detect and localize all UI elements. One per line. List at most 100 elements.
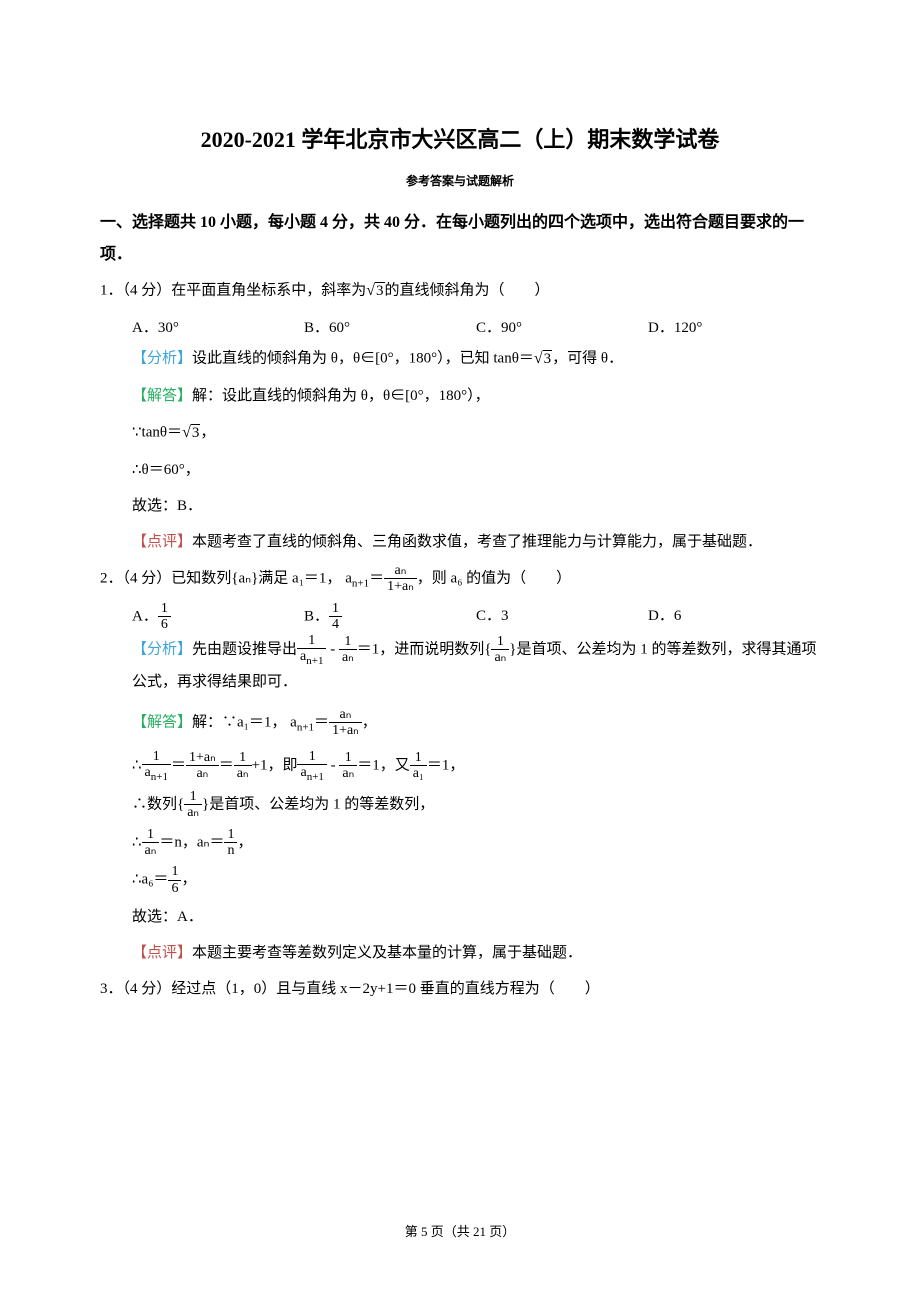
q2-an-minus: - [326, 641, 339, 657]
frac-den: an+1 [142, 765, 171, 783]
q2-comment-text: 本题主要考查等差数列定义及基本量的计算，属于基础题． [192, 945, 582, 961]
q2-stem-suffix: ，则 a₆ 的值为（ ） [417, 570, 571, 586]
section-header: 一、选择题共 10 小题，每小题 4 分，共 40 分．在每小题列出的四个选项中… [100, 207, 820, 271]
frac-den: aₙ [234, 766, 252, 781]
q1-answer-l1: 【解答】解：设此直线的倾斜角为 θ，θ∈[0°，180°）， [100, 381, 820, 411]
q2-answer-l2: ∴1an+1＝1+aₙaₙ＝1aₙ+1，即1an+1 - 1aₙ＝1，又1a₁＝… [100, 749, 820, 783]
q3-stem: 3．（4 分）经过点（1，0）且与直线 x－2y+1＝0 垂直的直线方程为（ ） [100, 974, 820, 1004]
fraction: 1aₙ [184, 789, 202, 821]
page-footer: 第 5 页（共 21 页） [0, 1221, 920, 1240]
sqrt-icon: √3 [182, 417, 200, 449]
frac-num: aₙ [384, 563, 417, 579]
frac-den: 4 [329, 617, 342, 632]
analysis-tag: 【分析】 [132, 350, 192, 366]
frac-num: 1 [234, 750, 252, 766]
q2-eq-lhs-sub: n+1 [352, 577, 369, 589]
q1-answer-l2: ∵tanθ＝√3， [100, 417, 820, 449]
frac-den: aₙ [184, 805, 202, 820]
q2-stem-prefix: 2．（4 分）已知数列{aₙ}满足 a₁＝1， [100, 570, 341, 586]
frac-num: 1 [224, 827, 237, 843]
q2-eq-eq: ＝ [369, 570, 384, 586]
q1-opt-b: B．60° [304, 313, 476, 343]
q1-answer-l1-text: 解：设此直线的倾斜角为 θ，θ∈[0°，180°）， [192, 388, 490, 404]
answer-tag: 【解答】 [132, 388, 192, 404]
frac-num: 1 [142, 749, 171, 765]
fraction: 1+aₙaₙ [186, 750, 219, 782]
q2-opt-a: A．16 [132, 601, 304, 633]
q2-opt-a-label: A． [132, 608, 158, 624]
frac-num: 1 [297, 749, 326, 765]
frac-den: 6 [158, 617, 171, 632]
exam-subtitle: 参考答案与试题解析 [100, 172, 820, 189]
frac-den: n [224, 843, 237, 858]
answer-tag: 【解答】 [132, 714, 192, 730]
q1-analysis-suffix: ，可得 θ． [552, 350, 623, 366]
q2-ans-l2-eq1: ＝ [171, 757, 186, 773]
exam-title: 2020-2021 学年北京市大兴区高二（上）期末数学试卷 [100, 122, 820, 154]
q1-answer-l2-rad: 3 [191, 424, 201, 441]
q2-ans-l1-prefix: 解：∵a₁＝1， [192, 714, 286, 730]
q2-ans-l2-plus: +1，即 [252, 757, 298, 773]
sqrt-icon: √3 [366, 275, 384, 307]
q2-ans-l1-lhs-sub: n+1 [297, 721, 314, 733]
q2-an-prefix: 先由题设推导出 [192, 641, 297, 657]
q2-an-eq1: ＝1，进而说明数列{ [357, 641, 492, 657]
q2-ans-l5-suffix: ， [181, 872, 196, 888]
q1-options: A．30° B．60° C．90° D．120° [100, 313, 820, 343]
q2-ans-l2-eq2: ＝ [219, 757, 234, 773]
q2-answer-l6: 故选：A． [100, 902, 820, 932]
comment-tag: 【点评】 [132, 534, 192, 550]
frac-den: an+1 [297, 649, 326, 667]
frac-num: 1 [158, 601, 171, 617]
q1-analysis-prefix: 设此直线的倾斜角为 θ，θ∈[0°，180°），已知 tanθ＝ [192, 350, 534, 366]
fraction: 1a₁ [410, 750, 427, 782]
frac-den: aₙ [491, 650, 509, 665]
frac-den: aₙ [339, 766, 357, 781]
frac-num: 1 [184, 789, 202, 805]
q2-answer-l1: 【解答】解：∵a₁＝1， an+1＝aₙ1+aₙ， [100, 707, 820, 739]
frac-num: 1 [410, 750, 427, 766]
q1-answer-l3: ∴θ＝60°， [100, 455, 820, 485]
frac-num: 1 [339, 634, 357, 650]
frac-den: a₁ [410, 766, 427, 781]
q2-ans-l1-suffix: ， [362, 714, 377, 730]
q1-stem-rad: 3 [375, 282, 385, 299]
q2-opt-b: B．14 [304, 601, 476, 633]
sqrt-icon: √3 [534, 343, 552, 375]
fraction: 16 [158, 601, 171, 633]
q2-answer-l4: ∴1aₙ＝n，aₙ＝1n， [100, 827, 820, 859]
q2-answer-l3: ∴数列{1aₙ}是首项、公差均为 1 的等差数列， [100, 789, 820, 821]
frac-num: 1+aₙ [186, 750, 219, 766]
frac-den: 1+aₙ [384, 579, 417, 594]
frac-den: aₙ [142, 843, 160, 858]
q1-answer-l2-suffix: ， [200, 424, 215, 440]
q2-ans-l4-mid: ＝n，aₙ＝ [159, 834, 224, 850]
q1-stem-suffix: 的直线倾斜角为（ ） [385, 282, 550, 298]
q2-ans-l2-minus: - [327, 757, 340, 773]
fraction: 1aₙ [339, 750, 357, 782]
q2-ans-l3-prefix: ∴数列{ [132, 796, 184, 812]
frac-den: aₙ [186, 766, 219, 781]
fraction: aₙ1+aₙ [329, 707, 362, 739]
frac-num: 1 [142, 827, 160, 843]
q2-ans-l2-prefix: ∴ [132, 757, 142, 773]
q2-opt-d: D．6 [648, 601, 820, 633]
frac-den: 1+aₙ [329, 723, 362, 738]
q2-ans-l1-eq: ＝ [314, 714, 329, 730]
q1-answer-l4: 故选：B． [100, 491, 820, 521]
fraction: 1aₙ [339, 634, 357, 666]
q1-opt-c: C．90° [476, 313, 648, 343]
page: 2020-2021 学年北京市大兴区高二（上）期末数学试卷 参考答案与试题解析 … [0, 0, 920, 1302]
fraction: 14 [329, 601, 342, 633]
analysis-tag: 【分析】 [132, 641, 192, 657]
frac-den: aₙ [339, 650, 357, 665]
frac-num: 1 [339, 750, 357, 766]
frac-den: an+1 [297, 765, 326, 783]
fraction: 1n [224, 827, 237, 859]
q1-stem-prefix: 1．（4 分）在平面直角坐标系中，斜率为 [100, 282, 366, 298]
q1-opt-d: D．120° [648, 313, 820, 343]
q2-ans-l2-eq3: ＝1，又 [357, 757, 410, 773]
fraction: 1an+1 [142, 749, 171, 783]
q2-options: A．16 B．14 C．3 D．6 [100, 601, 820, 633]
frac-den: 6 [168, 881, 181, 896]
